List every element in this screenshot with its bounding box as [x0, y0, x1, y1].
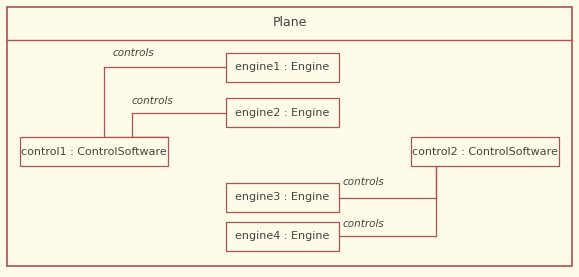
FancyBboxPatch shape [226, 222, 339, 251]
FancyBboxPatch shape [226, 98, 339, 127]
Text: controls: controls [113, 48, 155, 58]
Text: engine1 : Engine: engine1 : Engine [235, 62, 329, 72]
Text: controls: controls [132, 96, 174, 106]
Text: control1 : ControlSoftware: control1 : ControlSoftware [21, 147, 167, 157]
Text: engine2 : Engine: engine2 : Engine [235, 108, 329, 118]
FancyBboxPatch shape [7, 7, 572, 266]
Text: engine4 : Engine: engine4 : Engine [235, 231, 329, 241]
FancyBboxPatch shape [226, 53, 339, 82]
Text: control2 : ControlSoftware: control2 : ControlSoftware [412, 147, 558, 157]
FancyBboxPatch shape [20, 137, 168, 166]
Text: controls: controls [343, 177, 384, 187]
Text: engine3 : Engine: engine3 : Engine [235, 192, 329, 202]
FancyBboxPatch shape [411, 137, 559, 166]
Text: controls: controls [343, 219, 384, 229]
FancyBboxPatch shape [226, 183, 339, 212]
Text: Plane: Plane [272, 16, 307, 29]
